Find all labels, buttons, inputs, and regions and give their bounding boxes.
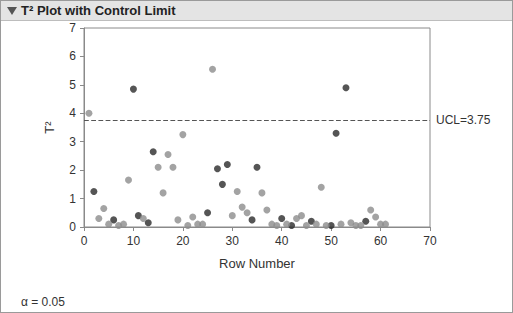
svg-text:60: 60: [374, 234, 388, 248]
svg-text:30: 30: [226, 234, 240, 248]
svg-text:2: 2: [69, 163, 76, 177]
svg-text:70: 70: [423, 234, 437, 248]
svg-text:3: 3: [69, 135, 76, 149]
svg-text:5: 5: [69, 78, 76, 92]
svg-text:Row Number: Row Number: [219, 256, 296, 271]
svg-text:0: 0: [69, 220, 76, 234]
svg-text:4: 4: [69, 106, 76, 120]
html-text:T² Plot with Control Limit: T² Plot with Control Limit: [21, 3, 176, 18]
svg-text:10: 10: [127, 234, 141, 248]
svg-text:0: 0: [81, 234, 88, 248]
svg-text:40: 40: [275, 234, 289, 248]
svg-text:1: 1: [69, 192, 76, 206]
svg-text:20: 20: [176, 234, 190, 248]
svg-text:7: 7: [69, 21, 76, 35]
svg-text:UCL=3.75: UCL=3.75: [436, 113, 491, 127]
svg-text:T²: T²: [42, 121, 57, 134]
svg-text:α = 0.05: α = 0.05: [21, 295, 65, 309]
svg-text:50: 50: [324, 234, 338, 248]
svg-text:6: 6: [69, 49, 76, 63]
